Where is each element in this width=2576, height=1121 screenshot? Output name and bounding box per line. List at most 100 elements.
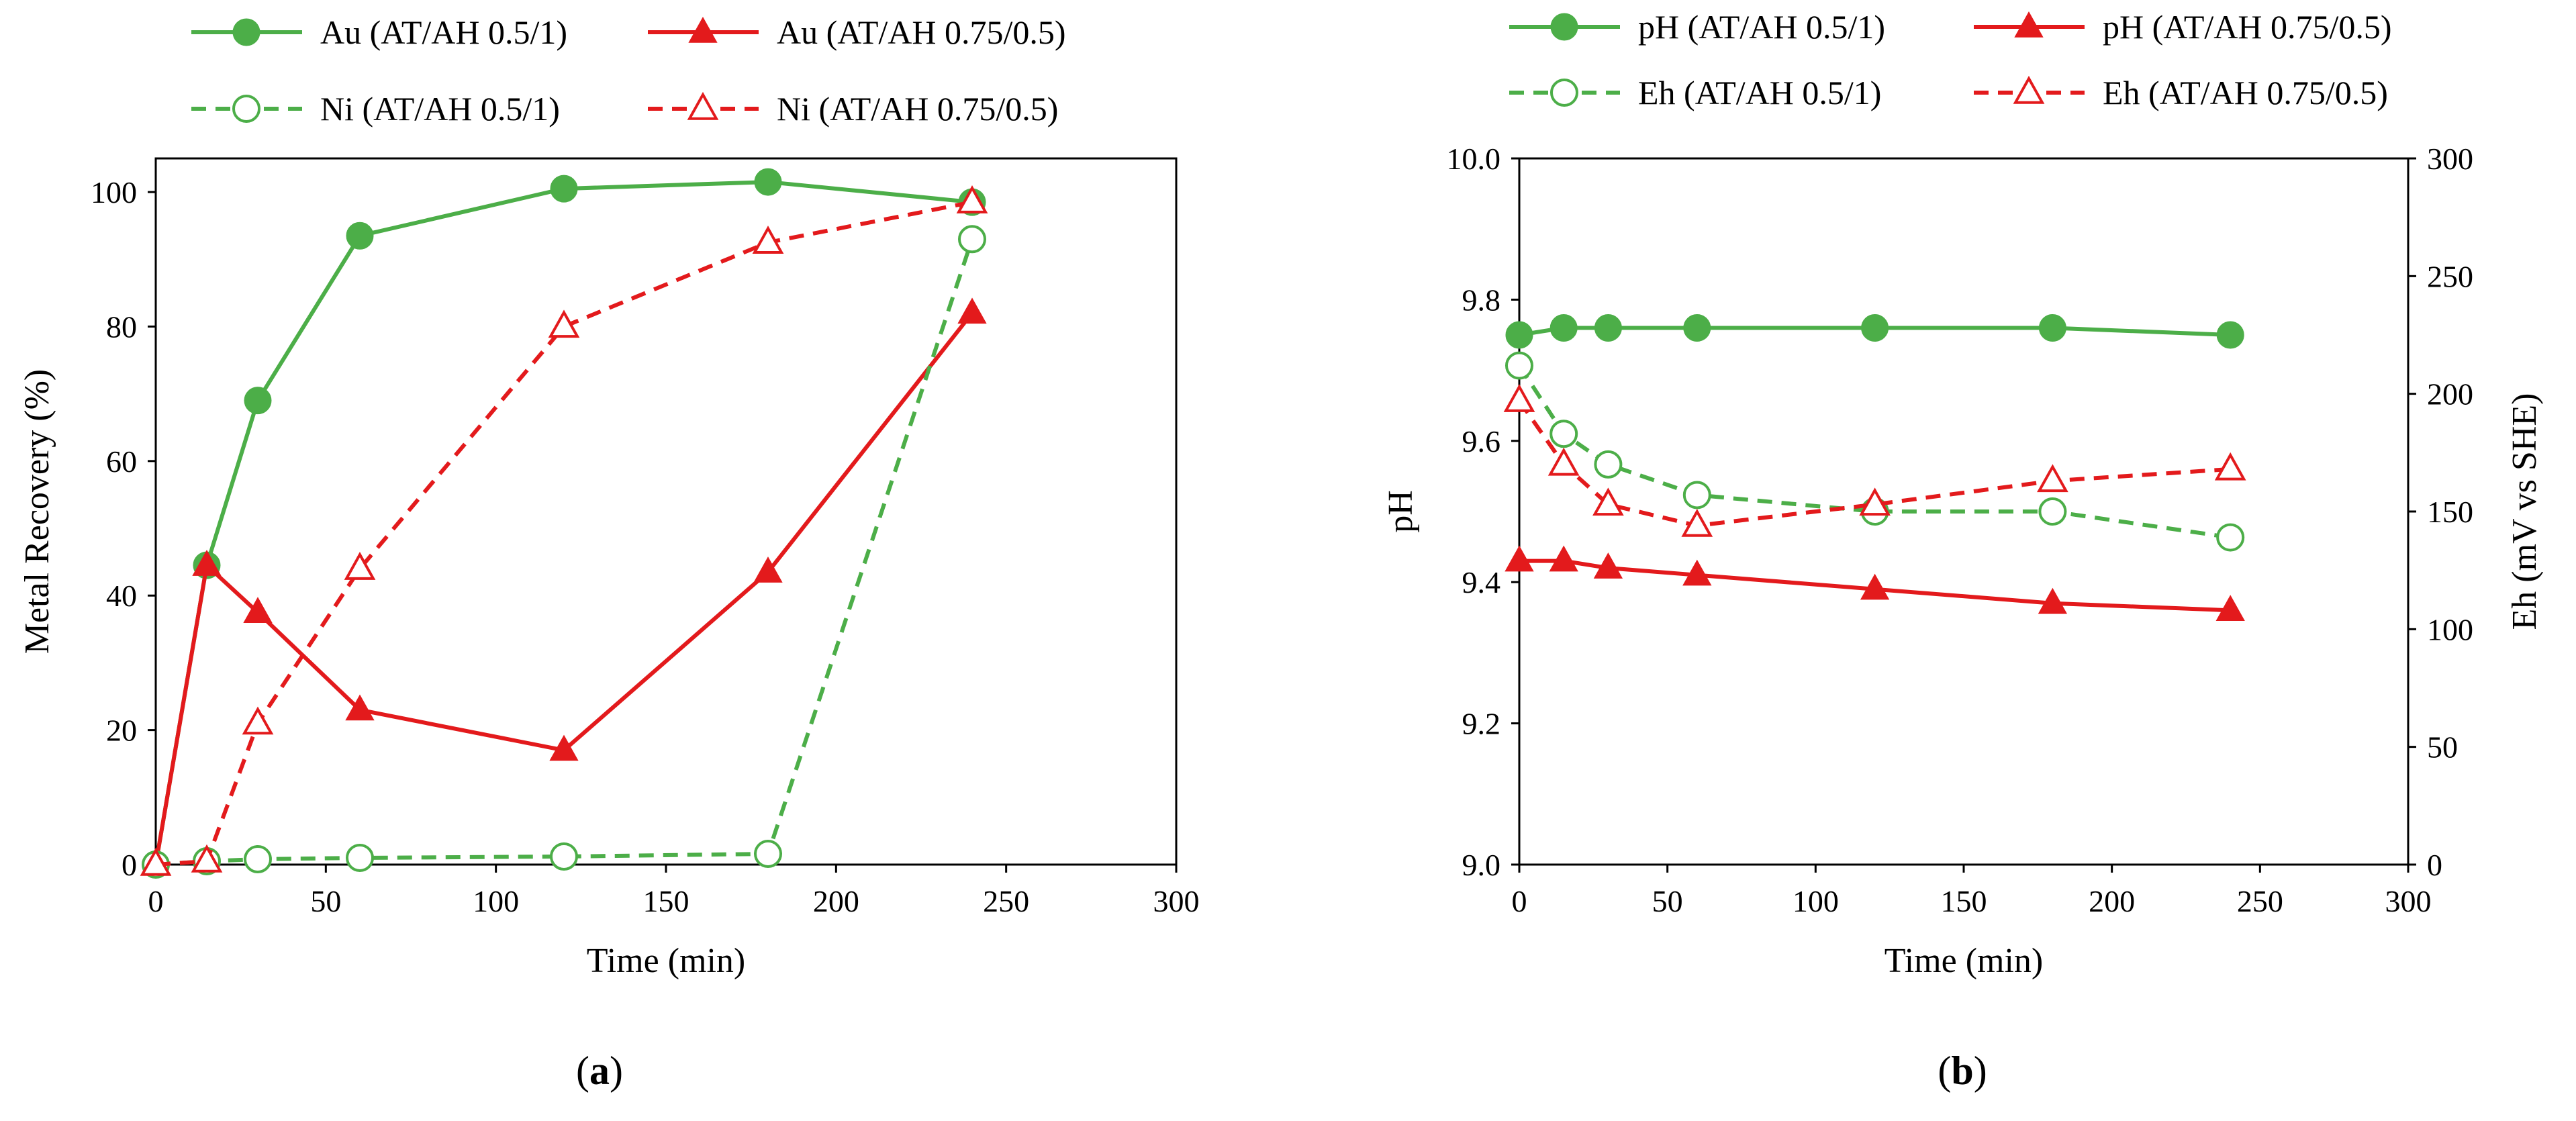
legend-label: Eh (AT/AH 0.5/1) [1638,74,1881,111]
data-point [2215,595,2245,621]
legend-marker [232,18,260,46]
panel-a-label: (a) [576,1049,623,1093]
legend-entry: Eh (AT/AH 0.5/1) [1509,74,1881,111]
panel-a-series-4-line [155,200,973,867]
data-point [1859,487,1891,516]
y-right-tick-label: 300 [2427,142,2473,176]
data-point [548,309,580,338]
data-point [1547,447,1580,476]
legend-entry: Au (AT/AH 0.5/1) [191,13,567,51]
data-point [957,297,987,324]
legend-label: pH (AT/AH 0.5/1) [1638,8,1885,46]
data-point [346,222,374,250]
data-point [2216,523,2245,552]
data-point [345,694,375,721]
panel-a-series-2-line [154,311,974,865]
legend-entry: pH (AT/AH 0.5/1) [1509,8,1885,46]
x-tick-label: 200 [813,884,859,918]
legend-marker [2014,11,2044,38]
data-point [550,842,578,871]
data-point [1549,545,1578,572]
y-tick-label: 9.6 [1462,424,1501,458]
data-point [1549,420,1578,448]
data-point [753,556,783,583]
legend-entry: pH (AT/AH 0.75/0.5) [1974,8,2392,46]
data-point [956,185,988,213]
panel-b-y-axis-title: pH [1382,490,1420,533]
panel-b-y-axis-right: 0 50 100 150 200 250 300 [2408,142,2473,882]
y-right-tick-label: 250 [2427,259,2473,293]
y-tick-label: 9.8 [1462,283,1501,317]
data-point [2037,464,2068,493]
y-right-tick-label: 50 [2427,730,2458,765]
panel-b-y-right-axis-title: Eh (mV vs SHE) [2506,393,2544,630]
panel-b-series-4 [1503,384,2246,537]
data-point [244,387,272,415]
y-tick-label: 0 [122,848,137,882]
legend-entry: Au (AT/AH 0.75/0.5) [648,13,1066,51]
legend-label: Au (AT/AH 0.75/0.5) [777,13,1066,51]
x-tick-label: 150 [643,884,689,918]
panel-b-y-axis: 9.0 9.2 9.4 9.6 9.8 10.0 [1447,142,1519,882]
legend-entry: Eh (AT/AH 0.75/0.5) [1974,74,2388,111]
x-tick-label: 0 [148,884,164,918]
panel-a-x-axis: 0 50 100 150 200 250 300 [148,865,1200,918]
panel-a-x-axis-title: Time (min) [587,942,745,980]
data-point [754,839,782,868]
y-tick-label: 80 [106,309,137,344]
x-tick-label: 300 [2385,884,2432,918]
data-point [752,226,784,254]
legend-label: Ni (AT/AH 0.75/0.5) [777,90,1058,128]
panel-a-series-1 [142,168,986,879]
y-tick-label: 9.4 [1462,565,1501,599]
panel-b-x-axis: 0 50 100 150 200 250 300 [1512,865,2432,918]
y-right-tick-label: 0 [2427,848,2442,882]
panel-b-legend: pH (AT/AH 0.5/1) pH (AT/AH 0.75/0.5) Eh (A… [1509,8,2392,111]
y-right-tick-label: 100 [2427,612,2473,646]
data-point [549,734,579,761]
data-point [1505,545,1534,572]
data-point [2038,587,2068,614]
panel-b: 0 50 100 150 200 250 300 9.0 9.2 9.4 9.6 9.8 10.0 0 50… [1382,8,2544,1093]
legend-marker [1550,79,1578,107]
legend-entry: Ni (AT/AH 0.75/0.5) [648,90,1058,128]
y-right-tick-label: 200 [2427,377,2473,411]
data-point [191,844,223,873]
panel-b-x-axis-title: Time (min) [1885,942,2043,980]
data-point [1505,321,1533,349]
legend-marker [232,95,260,123]
x-tick-label: 50 [310,884,341,918]
legend-marker [2013,75,2045,104]
x-tick-label: 100 [473,884,519,918]
data-point [1549,313,1578,342]
data-point [2216,321,2244,349]
panel-b-series-3 [1505,351,2245,552]
panel-a-y-axis: 0 20 40 60 80 100 [91,175,156,882]
y-tick-label: 60 [106,444,137,479]
panel-a-series-4 [140,185,988,876]
data-point [1681,508,1713,537]
y-tick-label: 20 [106,714,137,748]
panel-b-series-1 [1505,313,2244,349]
panel-a-plot-frame [154,157,1178,866]
y-right-tick-label: 150 [2427,495,2473,529]
y-tick-label: 10.0 [1447,142,1501,176]
x-tick-label: 200 [2089,884,2135,918]
data-point [1860,573,1890,600]
data-point [754,168,782,196]
panel-b-label: (b) [1938,1049,1987,1093]
data-point [140,847,172,876]
y-tick-label: 9.0 [1462,848,1501,882]
x-tick-label: 100 [1793,884,1839,918]
data-point [550,175,578,203]
x-tick-label: 300 [1153,884,1200,918]
data-point [1594,450,1623,479]
data-point [192,550,222,576]
y-tick-label: 9.2 [1462,707,1501,741]
data-point [1505,351,1533,380]
x-tick-label: 0 [1512,884,1527,918]
legend-label: Eh (AT/AH 0.75/0.5) [2103,74,2388,111]
data-point [1592,487,1624,516]
data-point [344,552,376,580]
data-point [243,597,273,623]
